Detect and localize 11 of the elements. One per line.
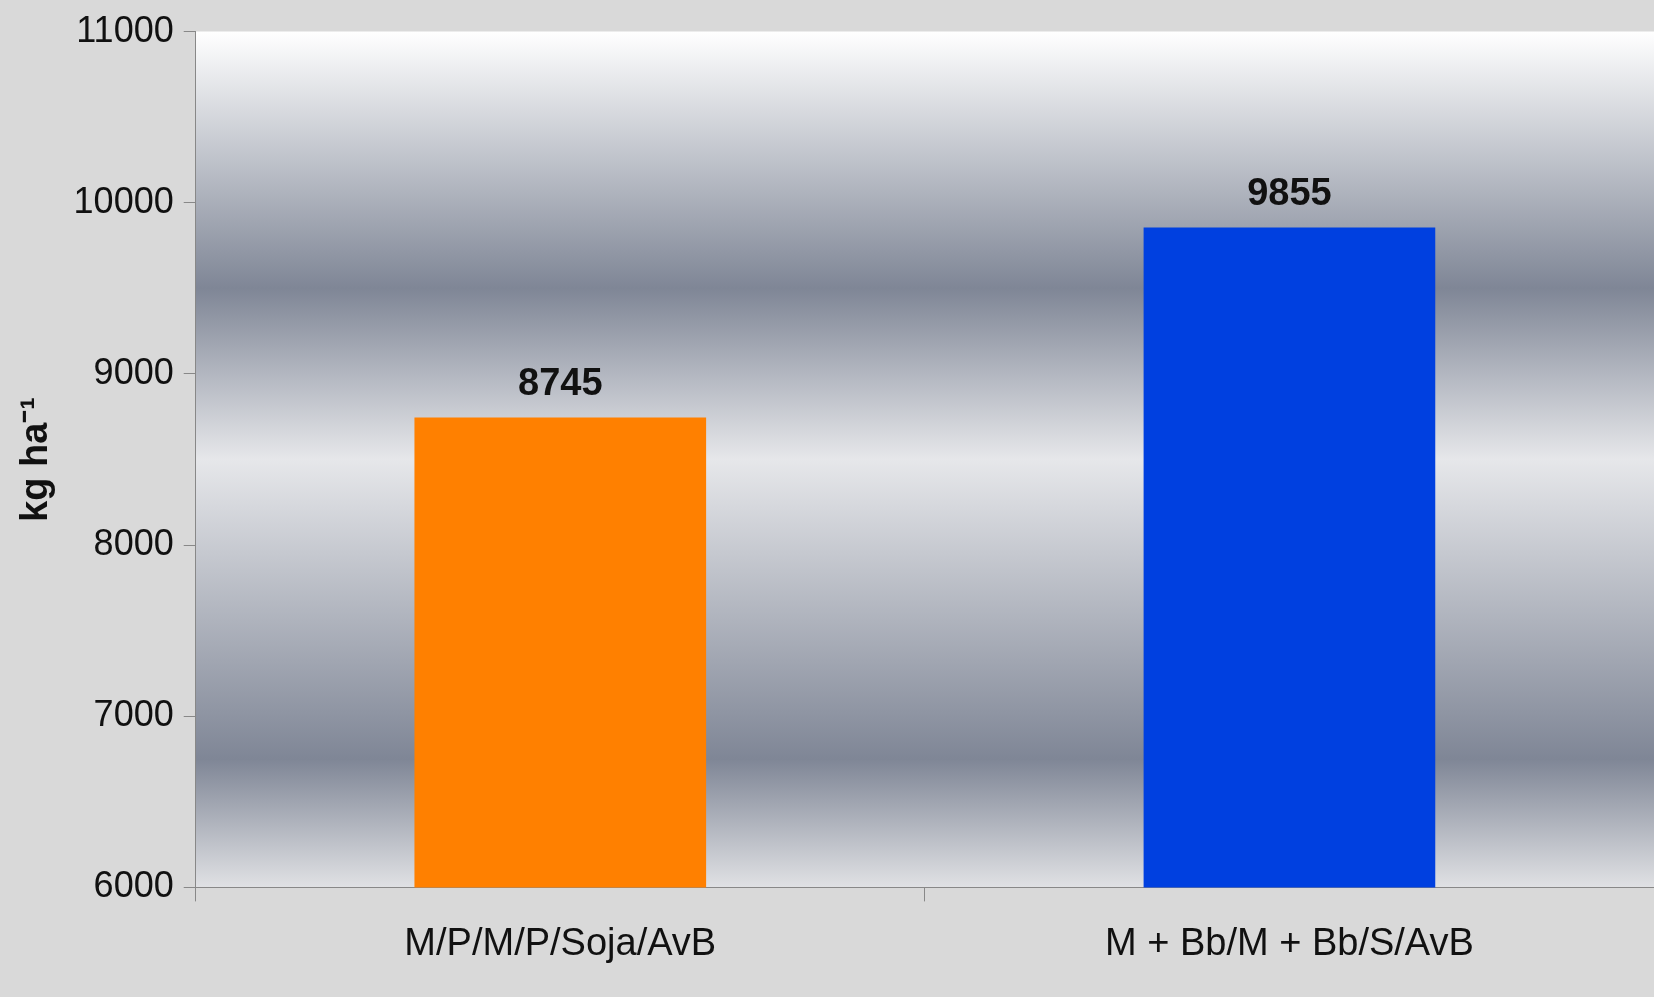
y-tick-label: 6000 (93, 864, 174, 906)
y-tick-label: 10000 (73, 179, 174, 221)
data-label: 8745 (518, 361, 603, 404)
y-tick-label: 11000 (76, 8, 174, 50)
y-axis-title: kg ha⁻¹ (13, 397, 56, 522)
x-tick-label: M/P/M/P/Soja/AvB (404, 920, 717, 963)
y-tick-label: 7000 (93, 693, 174, 735)
data-label: 9855 (1247, 171, 1332, 214)
x-tick-label: M + Bb/M + Bb/S/AvB (1104, 920, 1474, 963)
y-tick-label: 8000 (93, 522, 174, 563)
y-tick-label: 9000 (93, 350, 174, 392)
